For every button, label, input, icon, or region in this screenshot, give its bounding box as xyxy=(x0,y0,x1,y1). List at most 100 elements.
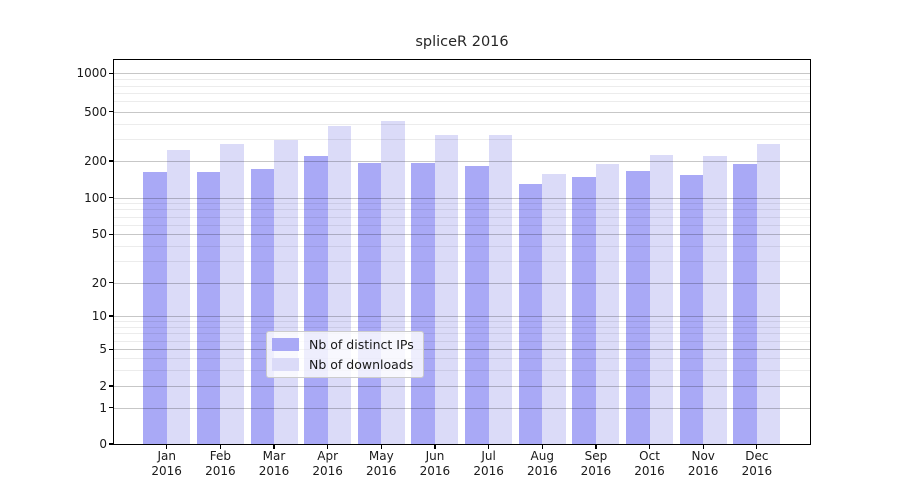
y-tick-mark xyxy=(109,110,114,113)
plot-area xyxy=(114,60,810,444)
y-tick-label: 500 xyxy=(84,104,107,119)
y-tick-mark xyxy=(109,385,114,387)
minor-gridline xyxy=(114,216,810,218)
grid-layer xyxy=(114,60,810,444)
x-tick-mark xyxy=(166,444,168,449)
major-gridline xyxy=(114,160,810,162)
x-tick-label-apr: Apr 2016 xyxy=(312,449,343,478)
minor-gridline xyxy=(114,333,810,335)
minor-gridline xyxy=(114,358,810,360)
major-gridline xyxy=(114,197,810,199)
minor-gridline xyxy=(114,203,810,205)
bar-distinct-ips-jan xyxy=(143,172,167,444)
y-tick-label: 200 xyxy=(84,153,107,168)
x-tick-label-may: May 2016 xyxy=(366,449,397,478)
major-gridline xyxy=(114,407,810,409)
bar-downloads-jun xyxy=(434,135,459,444)
chart-title: spliceR 2016 xyxy=(415,34,509,50)
x-tick-label-oct: Oct 2016 xyxy=(634,449,665,478)
y-tick-mark xyxy=(109,315,114,317)
major-gridline xyxy=(114,349,810,351)
x-tick-label-feb: Feb 2016 xyxy=(205,449,236,478)
x-tick-mark xyxy=(380,444,382,449)
x-tick-mark xyxy=(756,444,758,449)
legend: Nb of distinct IPs Nb of downloads xyxy=(266,331,424,378)
minor-gridline xyxy=(114,209,810,211)
bar-downloads-jan xyxy=(166,149,191,444)
y-tick-label: 0 xyxy=(99,437,107,451)
y-tick-mark xyxy=(109,160,114,162)
major-gridline xyxy=(114,73,810,75)
legend-swatch-distinct-ips xyxy=(272,338,299,351)
x-tick-mark xyxy=(219,444,221,449)
y-tick-label: 1000 xyxy=(76,66,107,81)
bar-downloads-aug xyxy=(542,174,566,444)
y-tick-label: 50 xyxy=(91,227,107,242)
major-gridline xyxy=(114,111,810,113)
minor-gridline xyxy=(114,123,810,125)
minor-gridline xyxy=(114,224,810,226)
x-tick-mark xyxy=(434,444,436,449)
bar-distinct-ips-feb xyxy=(196,172,221,444)
bar-downloads-jul xyxy=(488,134,513,444)
bar-downloads-dec xyxy=(756,143,781,444)
x-tick-mark xyxy=(702,444,704,449)
minor-gridline xyxy=(114,340,810,342)
x-tick-mark xyxy=(595,444,597,449)
minor-gridline xyxy=(114,139,810,141)
major-gridline xyxy=(114,282,810,284)
x-tick-label-jan: Jan 2016 xyxy=(151,449,182,478)
minor-gridline xyxy=(114,101,810,103)
x-tick-mark xyxy=(487,444,490,449)
minor-gridline xyxy=(114,246,810,248)
minor-gridline xyxy=(114,321,810,323)
minor-gridline xyxy=(114,326,810,328)
y-tick-mark xyxy=(109,407,114,409)
x-tick-label-dec: Dec 2016 xyxy=(741,449,773,478)
major-gridline xyxy=(114,386,810,387)
y-tick-mark xyxy=(109,348,114,350)
minor-gridline xyxy=(114,92,810,94)
y-tick-mark xyxy=(109,443,114,445)
x-tick-mark xyxy=(273,444,275,449)
y-tick-mark xyxy=(109,72,114,74)
y-tick-label: 20 xyxy=(91,275,107,290)
minor-gridline xyxy=(114,369,810,371)
x-tick-label-sep: Sep 2016 xyxy=(580,449,612,478)
bar-downloads-sep xyxy=(595,164,620,444)
y-tick-mark xyxy=(109,282,114,284)
minor-gridline xyxy=(114,85,810,87)
x-tick-label-jul: Jul 2016 xyxy=(473,449,504,478)
bar-downloads-nov xyxy=(703,156,727,444)
y-tick-label: 10 xyxy=(91,309,107,323)
bar-distinct-ips-oct xyxy=(626,170,650,444)
bar-distinct-ips-sep xyxy=(572,176,596,444)
x-tick-label-aug: Aug 2016 xyxy=(526,449,558,478)
legend-label-downloads: Nb of downloads xyxy=(309,357,414,372)
x-tick-mark xyxy=(648,444,651,449)
legend-swatch-downloads xyxy=(272,358,299,371)
y-tick-label: 1 xyxy=(99,400,107,415)
y-tick-label: 5 xyxy=(99,342,107,357)
minor-gridline xyxy=(114,79,810,81)
x-tick-mark xyxy=(327,444,329,449)
bar-downloads-feb xyxy=(220,143,244,444)
y-tick-mark xyxy=(109,233,114,235)
legend-label-distinct-ips: Nb of distinct IPs xyxy=(309,337,414,352)
major-gridline xyxy=(114,316,810,317)
legend-item-downloads: Nb of downloads xyxy=(272,357,414,372)
bar-downloads-oct xyxy=(649,155,674,444)
x-tick-label-nov: Nov 2016 xyxy=(687,449,719,478)
bar-distinct-ips-aug xyxy=(518,184,543,444)
y-tick-mark xyxy=(109,197,114,199)
x-tick-mark xyxy=(541,444,543,449)
x-tick-label-mar: Mar 2016 xyxy=(258,449,290,478)
x-tick-label-jun: Jun 2016 xyxy=(419,449,451,478)
minor-gridline xyxy=(114,261,810,263)
major-gridline xyxy=(114,234,810,236)
y-tick-label: 100 xyxy=(84,190,107,205)
bar-distinct-ips-nov xyxy=(679,175,704,444)
bar-distinct-ips-jul xyxy=(465,165,489,444)
y-tick-label: 2 xyxy=(99,379,107,393)
